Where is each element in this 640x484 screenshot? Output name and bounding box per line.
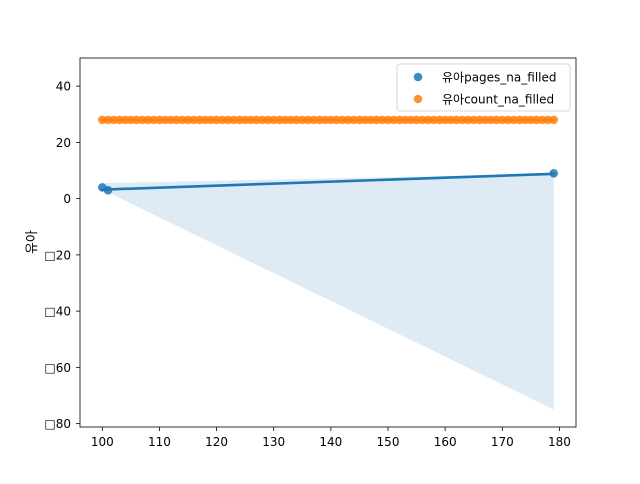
y-tick-label: 40 — [56, 80, 71, 94]
x-tick-label: 140 — [319, 435, 342, 449]
y-tick-label: 20 — [56, 136, 71, 150]
y-tick-label: □80 — [44, 417, 71, 431]
x-tick-label: 160 — [434, 435, 457, 449]
x-tick-label: 170 — [491, 435, 514, 449]
x-tick-label: 130 — [262, 435, 285, 449]
legend-label: 유아pages_na_filled — [442, 71, 557, 85]
x-tick-label: 120 — [205, 435, 228, 449]
legend-marker — [413, 94, 423, 104]
plot-area-frame — [79, 57, 577, 428]
y-tick-label: 0 — [63, 192, 71, 206]
y-tick-label: □60 — [44, 361, 71, 375]
legend-label: 유아count_na_filled — [442, 93, 554, 107]
y-tick-label: □40 — [44, 305, 71, 319]
y-axis: 40 20 0 □20 □40 □60 □80 — [44, 80, 80, 431]
x-tick-label: 100 — [91, 435, 114, 449]
legend-marker — [413, 72, 423, 82]
legend-box — [396, 63, 571, 112]
regression-line-layer — [100, 118, 556, 191]
x-tick-label: 150 — [377, 435, 400, 449]
x-tick-label: 180 — [548, 435, 571, 449]
y-tick-label: □20 — [44, 248, 71, 262]
ci-band-유아pages_na_filled — [102, 173, 554, 410]
x-tick-label: 110 — [148, 435, 171, 449]
regression-line-유아pages_na_filled — [100, 172, 556, 191]
x-axis: 100 110 120 130 140 150 160 170 180 — [91, 427, 571, 449]
ci-band-layer — [102, 173, 554, 410]
legend: 유아pages_na_filled 유아count_na_filled — [396, 63, 571, 112]
y-axis-label: 유아 — [25, 230, 40, 254]
